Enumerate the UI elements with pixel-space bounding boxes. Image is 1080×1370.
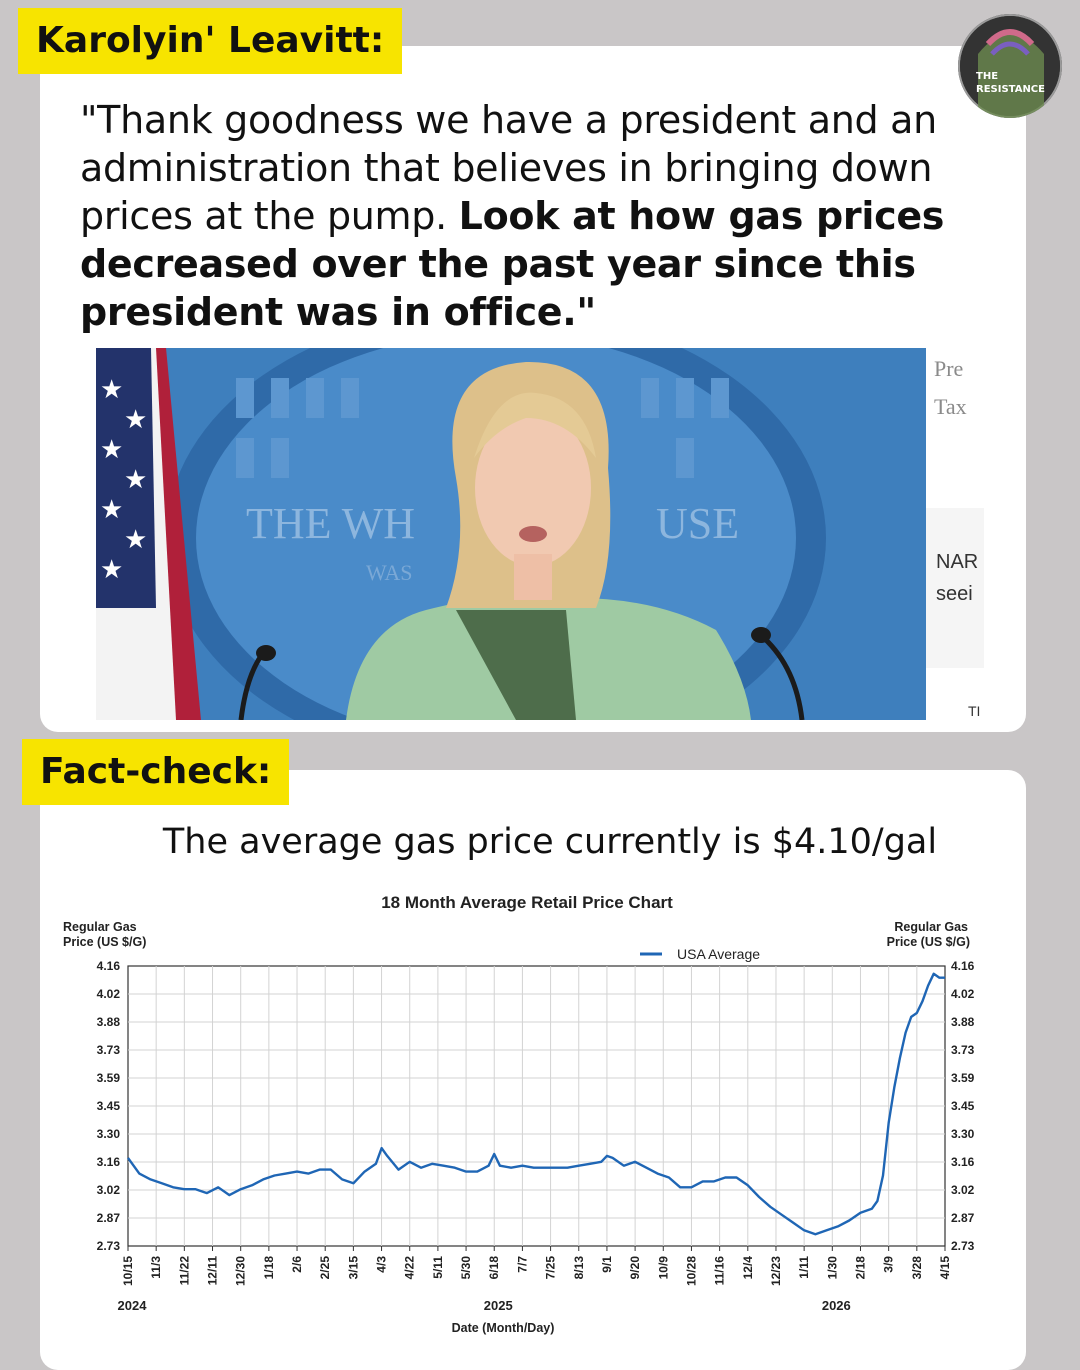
backdrop-text-right: USE	[656, 499, 739, 548]
y-tick-label-right: 3.45	[951, 1099, 975, 1113]
x-tick-label: 5/30	[459, 1256, 473, 1280]
x-year-label: 2025	[484, 1298, 513, 1313]
x-tick-label: 7/25	[544, 1256, 558, 1280]
x-year-label: 2026	[822, 1298, 851, 1313]
x-tick-label: 11/16	[713, 1256, 727, 1286]
gas-price-chart: 18 Month Average Retail Price Chart Regu…	[63, 893, 975, 1335]
logo-line-1: THE	[976, 71, 999, 82]
svg-text:★: ★	[124, 405, 147, 435]
y-tick-label-left: 2.87	[97, 1211, 121, 1225]
y-tick-label-left: 3.73	[97, 1043, 121, 1057]
y-tick-label-left: 4.02	[97, 987, 121, 1001]
y-tick-label-right: 3.88	[951, 1015, 975, 1029]
x-tick-label: 9/1	[600, 1256, 614, 1273]
screen-text-4: seei	[936, 583, 973, 605]
y-tick-label-left: 3.16	[97, 1155, 121, 1169]
x-tick-label: 12/4	[741, 1256, 755, 1280]
svg-text:★: ★	[124, 525, 147, 555]
screen-text-5: TI	[968, 703, 980, 719]
x-tick-label: 12/11	[206, 1256, 220, 1286]
x-tick-label: 8/13	[572, 1256, 586, 1280]
backdrop-text-small: WAS	[366, 560, 412, 585]
x-tick-label: 4/22	[403, 1256, 417, 1280]
x-tick-label: 12/30	[234, 1256, 248, 1286]
y-tick-label-left: 3.59	[97, 1071, 121, 1085]
y-tick-label-left: 3.88	[97, 1015, 121, 1029]
factcheck-label: Fact-check:	[22, 739, 290, 805]
speaker-label: Karolyin' Leavitt:	[18, 8, 403, 74]
y-tick-label-right: 3.59	[951, 1071, 975, 1085]
x-tick-label: 2/25	[318, 1256, 332, 1280]
svg-text:★: ★	[100, 495, 123, 525]
press-briefing-illustration: THE WH USE WAS ★★★ ★★★ ★ Pre Tax NAR see…	[96, 348, 984, 720]
x-tick-label: 7/7	[515, 1256, 529, 1273]
y-tick-label-right: 3.73	[951, 1043, 975, 1057]
backdrop-text-left: THE WH	[246, 499, 415, 548]
microphone-icon	[238, 636, 805, 720]
screen-text-2: Tax	[934, 394, 967, 419]
usa-average-line	[127, 972, 945, 1236]
y-tick-label-left: 2.73	[97, 1239, 121, 1253]
x-tick-label: 12/23	[769, 1256, 783, 1286]
x-tick-label: 9/20	[628, 1256, 642, 1280]
x-tick-label: 1/30	[825, 1256, 839, 1280]
y-tick-label-right: 2.73	[951, 1239, 975, 1253]
x-tick-label: 3/28	[910, 1256, 924, 1280]
quote-text: "Thank goodness we have a president and …	[80, 96, 980, 336]
x-tick-label: 4/3	[375, 1256, 389, 1273]
x-tick-label: 3/15	[346, 1256, 360, 1280]
x-tick-label: 1/18	[262, 1256, 276, 1280]
x-tick-label: 1/11	[797, 1256, 811, 1279]
logo-line-2: RESISTANCE	[976, 84, 1045, 95]
y-tick-label-right: 4.16	[951, 959, 975, 973]
y-tick-label-right: 3.02	[951, 1183, 975, 1197]
screen-text-1: Pre	[934, 356, 963, 381]
y-tick-label-left: 3.45	[97, 1099, 121, 1113]
x-tick-label: 10/9	[656, 1256, 670, 1280]
svg-text:★: ★	[100, 435, 123, 465]
chart-title: 18 Month Average Retail Price Chart	[381, 893, 673, 912]
x-tick-label: 4/15	[938, 1256, 952, 1280]
quote-bold: Look at how gas prices decreased over th…	[80, 194, 945, 334]
y-tick-label-left: 3.02	[97, 1183, 121, 1197]
resistance-logo: THE RESISTANCE	[958, 14, 1062, 118]
y-axis-label-right-2: Price (US $/G)	[887, 935, 970, 949]
svg-text:★: ★	[124, 465, 147, 495]
x-tick-label: 2/6	[290, 1256, 304, 1273]
y-axis-label-right-1: Regular Gas	[894, 920, 968, 934]
x-year-label: 2024	[118, 1298, 148, 1313]
x-tick-label: 3/9	[882, 1256, 896, 1273]
y-tick-label-left: 4.16	[97, 959, 121, 973]
legend-label: USA Average	[677, 946, 760, 962]
y-tick-label-right: 3.30	[951, 1127, 975, 1141]
speaker-figure-icon	[346, 361, 751, 720]
y-tick-label-right: 4.02	[951, 987, 975, 1001]
statue-of-liberty-icon	[960, 16, 1060, 118]
x-tick-label: 11/3	[149, 1256, 163, 1279]
svg-text:★: ★	[100, 375, 123, 405]
x-axis-label: Date (Month/Day)	[452, 1321, 555, 1335]
x-tick-label: 11/22	[177, 1256, 191, 1286]
x-tick-label: 10/15	[121, 1256, 135, 1286]
press-briefing-photo: THE WH USE WAS ★ ★ ★ ★ ★ ★ ★ Pre Tax NAR see…	[96, 348, 984, 720]
y-tick-label-right: 3.16	[951, 1155, 975, 1169]
x-tick-label: 5/11	[431, 1256, 445, 1279]
fact-text: The average gas price currently is $4.10…	[162, 822, 938, 862]
american-flag-icon: ★★★ ★★★ ★	[96, 348, 201, 720]
x-tick-label: 6/18	[487, 1256, 501, 1280]
y-tick-label-right: 2.87	[951, 1211, 975, 1225]
y-tick-label-left: 3.30	[97, 1127, 121, 1141]
quote-normal: "Thank goodness we have a president and …	[80, 98, 937, 238]
screen-text-3: NAR	[936, 551, 978, 573]
y-axis-label-left-1: Regular Gas	[63, 920, 137, 934]
y-axis-label-left-2: Price (US $/G)	[63, 935, 146, 949]
x-tick-label: 2/18	[853, 1256, 867, 1280]
x-tick-label: 10/28	[684, 1256, 698, 1286]
svg-text:★: ★	[100, 555, 123, 585]
